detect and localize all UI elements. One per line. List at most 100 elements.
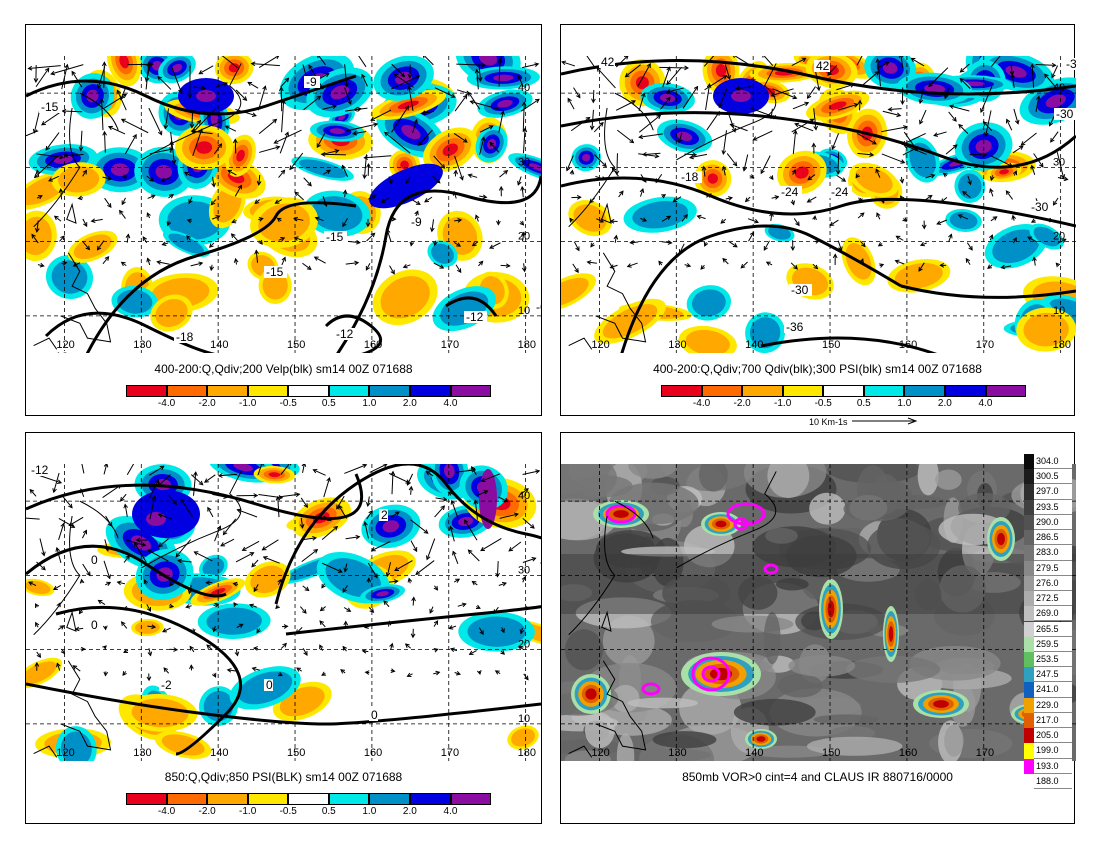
wind-vector: [147, 194, 156, 199]
wind-vector: [214, 525, 222, 542]
ir-scale-swatch: [1024, 636, 1034, 652]
wind-vector: [146, 604, 152, 612]
wind-vector: [860, 240, 866, 248]
ir-scale-swatch: [1024, 682, 1034, 698]
wind-vector: [521, 231, 526, 242]
ir-scale-swatch: [1024, 575, 1034, 592]
panel-300mb-streamfunction: 10203040120130140150160170180424842-36-3…: [560, 24, 1076, 427]
wind-vector: [120, 118, 149, 134]
lon-tick-label: 140: [745, 339, 763, 351]
lon-tick-label: 140: [210, 339, 228, 351]
wind-vector: [105, 581, 112, 586]
wind-vector: [32, 109, 41, 134]
wind-vector: [435, 496, 448, 502]
wind-vector: [99, 97, 105, 131]
wind-vector: [102, 176, 113, 181]
wind-vector: [477, 65, 483, 82]
wind-vector: [882, 110, 902, 118]
wind-vector: [278, 169, 286, 178]
wind-vector: [157, 75, 172, 90]
wind-vector: [415, 560, 435, 576]
contour-line: [26, 74, 357, 116]
contour-label: -2: [161, 678, 172, 692]
contour-label: -9: [306, 75, 317, 89]
wind-vector: [74, 626, 84, 632]
wind-vector: [658, 260, 663, 266]
colorbar-label: 2.0: [937, 398, 952, 409]
wind-vector: [792, 129, 798, 154]
colorbar-label: -1.0: [774, 398, 792, 409]
wind-vector: [666, 66, 682, 86]
wind-vector: [82, 218, 88, 228]
wind-vector: [433, 670, 441, 676]
wind-vector: [166, 220, 172, 227]
wind-vector: [27, 65, 61, 71]
contour-line: [561, 176, 1076, 228]
wind-vector: [1012, 237, 1017, 244]
wind-vector: [233, 602, 238, 607]
wind-vector: [275, 495, 281, 518]
wind-vector: [1052, 197, 1059, 206]
wind-vector: [344, 87, 352, 105]
wind-vector: [226, 667, 236, 673]
ir-scale-label: 217.0: [1034, 712, 1072, 729]
wind-vector: [827, 64, 838, 76]
wind-vector: [616, 129, 635, 144]
wind-vector: [41, 111, 61, 126]
wind-vector: [61, 63, 69, 90]
wind-vector: [836, 174, 847, 182]
wind-vector: [289, 152, 304, 171]
wind-vector: [300, 497, 308, 508]
wind-vector: [258, 217, 264, 222]
lat-tick-label: 10: [518, 305, 530, 317]
wind-vector: [1012, 170, 1018, 176]
wind-vector: [433, 240, 438, 247]
wind-vector: [475, 604, 481, 610]
ir-scale-label: 304.0: [1034, 454, 1072, 470]
wind-vector: [417, 129, 433, 146]
contour-line: [561, 59, 1076, 96]
reference-vector-label: 10 Km-1s: [809, 417, 920, 427]
wind-vector: [520, 185, 525, 198]
lon-tick-label: 130: [133, 747, 151, 759]
wind-vector: [958, 123, 969, 135]
contour-label: 0: [91, 553, 98, 567]
wind-vector: [341, 164, 349, 177]
wind-vector: [235, 89, 248, 102]
contour-label: -15: [326, 230, 344, 244]
wind-vector: [1030, 218, 1036, 223]
wind-vector: [81, 464, 85, 474]
wind-vector: [734, 85, 751, 91]
wind-vector: [790, 240, 796, 252]
wind-vector: [391, 105, 409, 133]
wind-vector: [82, 563, 91, 577]
wind-vector: [35, 621, 40, 628]
wind-vector: [81, 529, 88, 539]
lat-tick-label: 30: [518, 564, 530, 576]
wind-vector: [489, 141, 500, 153]
wind-vector: [721, 130, 727, 156]
colorbar-3: [126, 793, 492, 805]
wind-vector: [469, 99, 502, 111]
wind-vector: [479, 194, 488, 200]
wind-vector: [572, 263, 579, 274]
wind-vector: [429, 219, 435, 233]
wind-vector: [770, 88, 794, 98]
wind-vector: [480, 473, 500, 483]
wind-vector: [688, 153, 708, 160]
wind-vector: [35, 603, 40, 608]
lon-tick-label: 150: [287, 747, 305, 759]
wind-vector: [959, 77, 971, 90]
wind-vector: [212, 672, 217, 678]
wind-vector: [204, 474, 216, 483]
wind-vector: [343, 563, 349, 573]
wind-vector: [613, 234, 619, 243]
vorticity-contour: [763, 563, 779, 575]
contour-label: -30: [1056, 107, 1074, 121]
wind-vector: [637, 63, 651, 87]
wind-vector: [749, 174, 755, 179]
wind-vector: [728, 240, 738, 248]
wind-vector: [119, 493, 127, 502]
wind-vector: [79, 578, 85, 584]
wind-vector: [467, 549, 480, 562]
